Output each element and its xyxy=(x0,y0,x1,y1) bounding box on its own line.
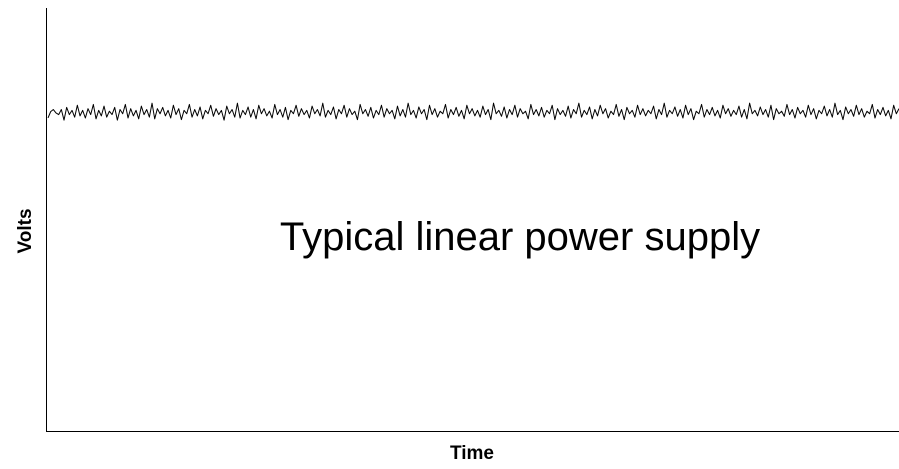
x-axis-label: Time xyxy=(450,443,494,464)
annotation-text: Typical linear power supply xyxy=(280,215,760,259)
series-line-volts xyxy=(47,102,899,121)
y-axis-label: Volts xyxy=(15,208,36,253)
